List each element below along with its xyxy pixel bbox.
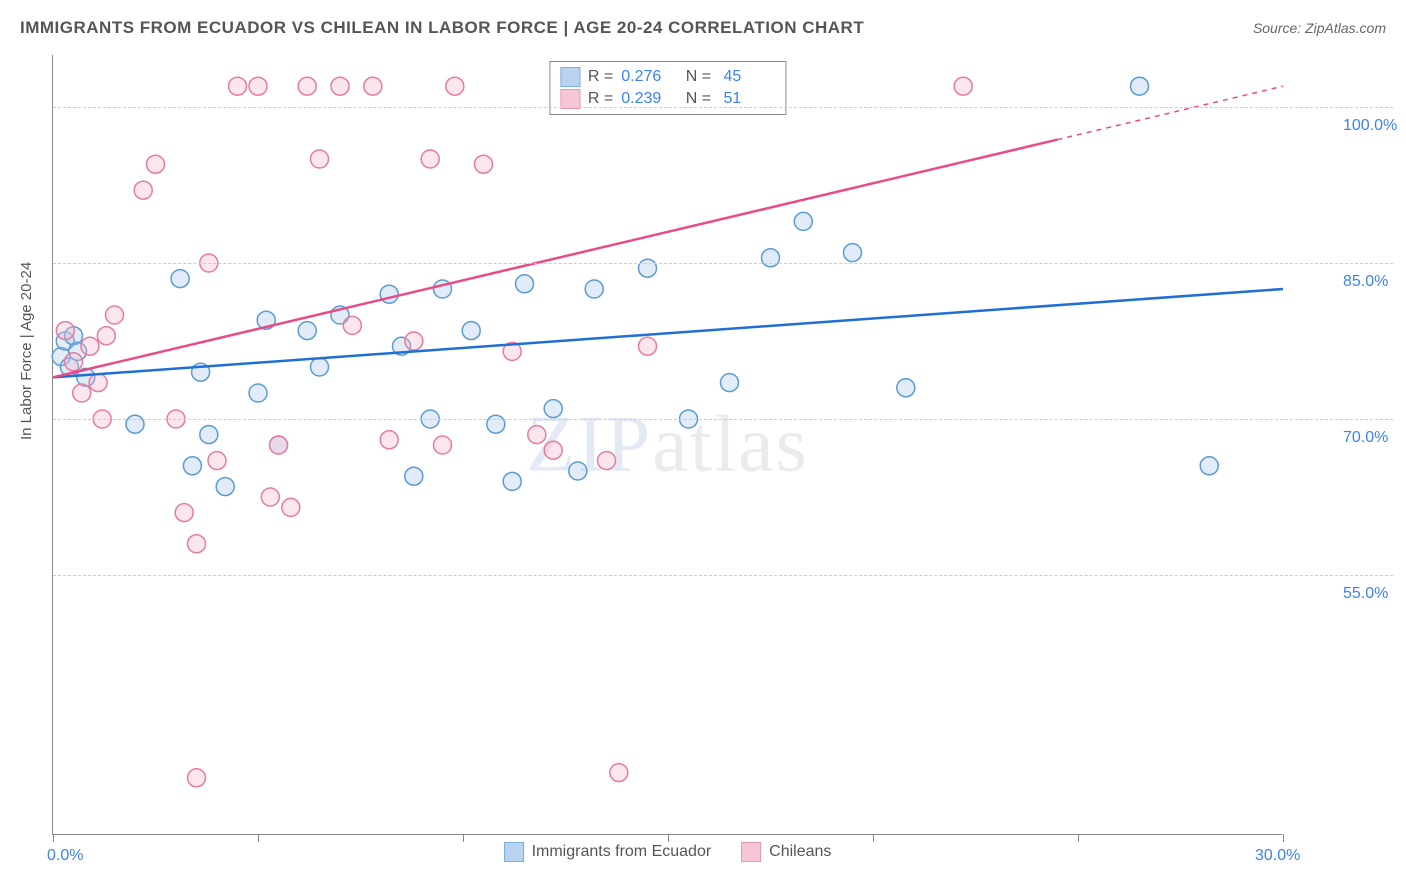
gridline <box>53 575 1393 576</box>
x-tick <box>1283 834 1284 842</box>
data-point <box>794 212 812 230</box>
data-point <box>298 322 316 340</box>
data-point <box>405 467 423 485</box>
data-point <box>81 337 99 355</box>
data-point <box>106 306 124 324</box>
plot-svg <box>53 55 1393 835</box>
title-bar: IMMIGRANTS FROM ECUADOR VS CHILEAN IN LA… <box>20 18 1386 38</box>
x-tick <box>873 834 874 842</box>
data-point <box>65 353 83 371</box>
data-point <box>73 384 91 402</box>
data-point <box>97 327 115 345</box>
data-point <box>610 764 628 782</box>
legend-n-label: N = <box>681 90 711 108</box>
source-label: Source: ZipAtlas.com <box>1253 20 1386 36</box>
gridline <box>53 263 1393 264</box>
data-point <box>311 358 329 376</box>
bottom-legend-item: Immigrants from Ecuador <box>504 842 712 862</box>
data-point <box>1131 77 1149 95</box>
y-axis-title: In Labor Force | Age 20-24 <box>18 262 35 440</box>
data-point <box>331 77 349 95</box>
legend-swatch <box>741 842 761 862</box>
legend-r-label: R = <box>588 90 613 108</box>
data-point <box>544 400 562 418</box>
x-tick <box>53 834 54 842</box>
legend-n-value: 45 <box>719 68 771 86</box>
data-point <box>171 270 189 288</box>
legend-swatch <box>560 67 580 87</box>
data-point <box>147 155 165 173</box>
data-point <box>364 77 382 95</box>
data-point <box>844 244 862 262</box>
chart-container: IMMIGRANTS FROM ECUADOR VS CHILEAN IN LA… <box>0 0 1406 892</box>
data-point <box>282 498 300 516</box>
data-point <box>475 155 493 173</box>
data-point <box>405 332 423 350</box>
bottom-legend-label: Chileans <box>769 843 831 861</box>
data-point <box>954 77 972 95</box>
data-point <box>897 379 915 397</box>
data-point <box>721 374 739 392</box>
data-point <box>134 181 152 199</box>
bottom-legend: Immigrants from Ecuador Chileans <box>504 842 832 862</box>
data-point <box>585 280 603 298</box>
x-tick <box>1078 834 1079 842</box>
data-point <box>434 436 452 454</box>
legend-swatch <box>504 842 524 862</box>
data-point <box>380 431 398 449</box>
bottom-legend-label: Immigrants from Ecuador <box>532 843 712 861</box>
x-tick <box>258 834 259 842</box>
data-point <box>544 441 562 459</box>
legend-row: R = 0.276 N = 45 <box>560 66 771 88</box>
data-point <box>1200 457 1218 475</box>
x-tick <box>668 834 669 842</box>
legend-r-value: 0.276 <box>621 68 673 86</box>
data-point <box>516 275 534 293</box>
data-point <box>487 415 505 433</box>
data-point <box>462 322 480 340</box>
data-point <box>183 457 201 475</box>
legend-swatch <box>560 89 580 109</box>
data-point <box>56 322 74 340</box>
data-point <box>261 488 279 506</box>
data-point <box>208 452 226 470</box>
data-point <box>126 415 144 433</box>
x-tick <box>463 834 464 842</box>
data-point <box>446 77 464 95</box>
data-point <box>298 77 316 95</box>
chart-title: IMMIGRANTS FROM ECUADOR VS CHILEAN IN LA… <box>20 18 864 38</box>
data-point <box>249 384 267 402</box>
legend-n-value: 51 <box>719 90 771 108</box>
data-point <box>270 436 288 454</box>
gridline <box>53 419 1393 420</box>
data-point <box>200 426 218 444</box>
data-point <box>569 462 587 480</box>
data-point <box>188 535 206 553</box>
data-point <box>216 478 234 496</box>
data-point <box>762 249 780 267</box>
data-point <box>188 769 206 787</box>
data-point <box>229 77 247 95</box>
x-tick-label: 0.0% <box>47 847 83 865</box>
data-point <box>311 150 329 168</box>
data-point <box>343 316 361 334</box>
plot-area: ZIPatlas R =0.276 N = 45R =0.239 N = 51 … <box>52 55 1282 835</box>
trend-line-dashed <box>1058 86 1284 139</box>
data-point <box>528 426 546 444</box>
gridline <box>53 107 1393 108</box>
data-point <box>89 374 107 392</box>
data-point <box>421 150 439 168</box>
legend-r-value: 0.239 <box>621 90 673 108</box>
data-point <box>598 452 616 470</box>
legend-r-label: R = <box>588 68 613 86</box>
data-point <box>175 504 193 522</box>
data-point <box>503 472 521 490</box>
bottom-legend-item: Chileans <box>741 842 831 862</box>
data-point <box>639 259 657 277</box>
data-point <box>639 337 657 355</box>
legend-n-label: N = <box>681 68 711 86</box>
x-tick-label: 30.0% <box>1255 847 1300 865</box>
data-point <box>249 77 267 95</box>
